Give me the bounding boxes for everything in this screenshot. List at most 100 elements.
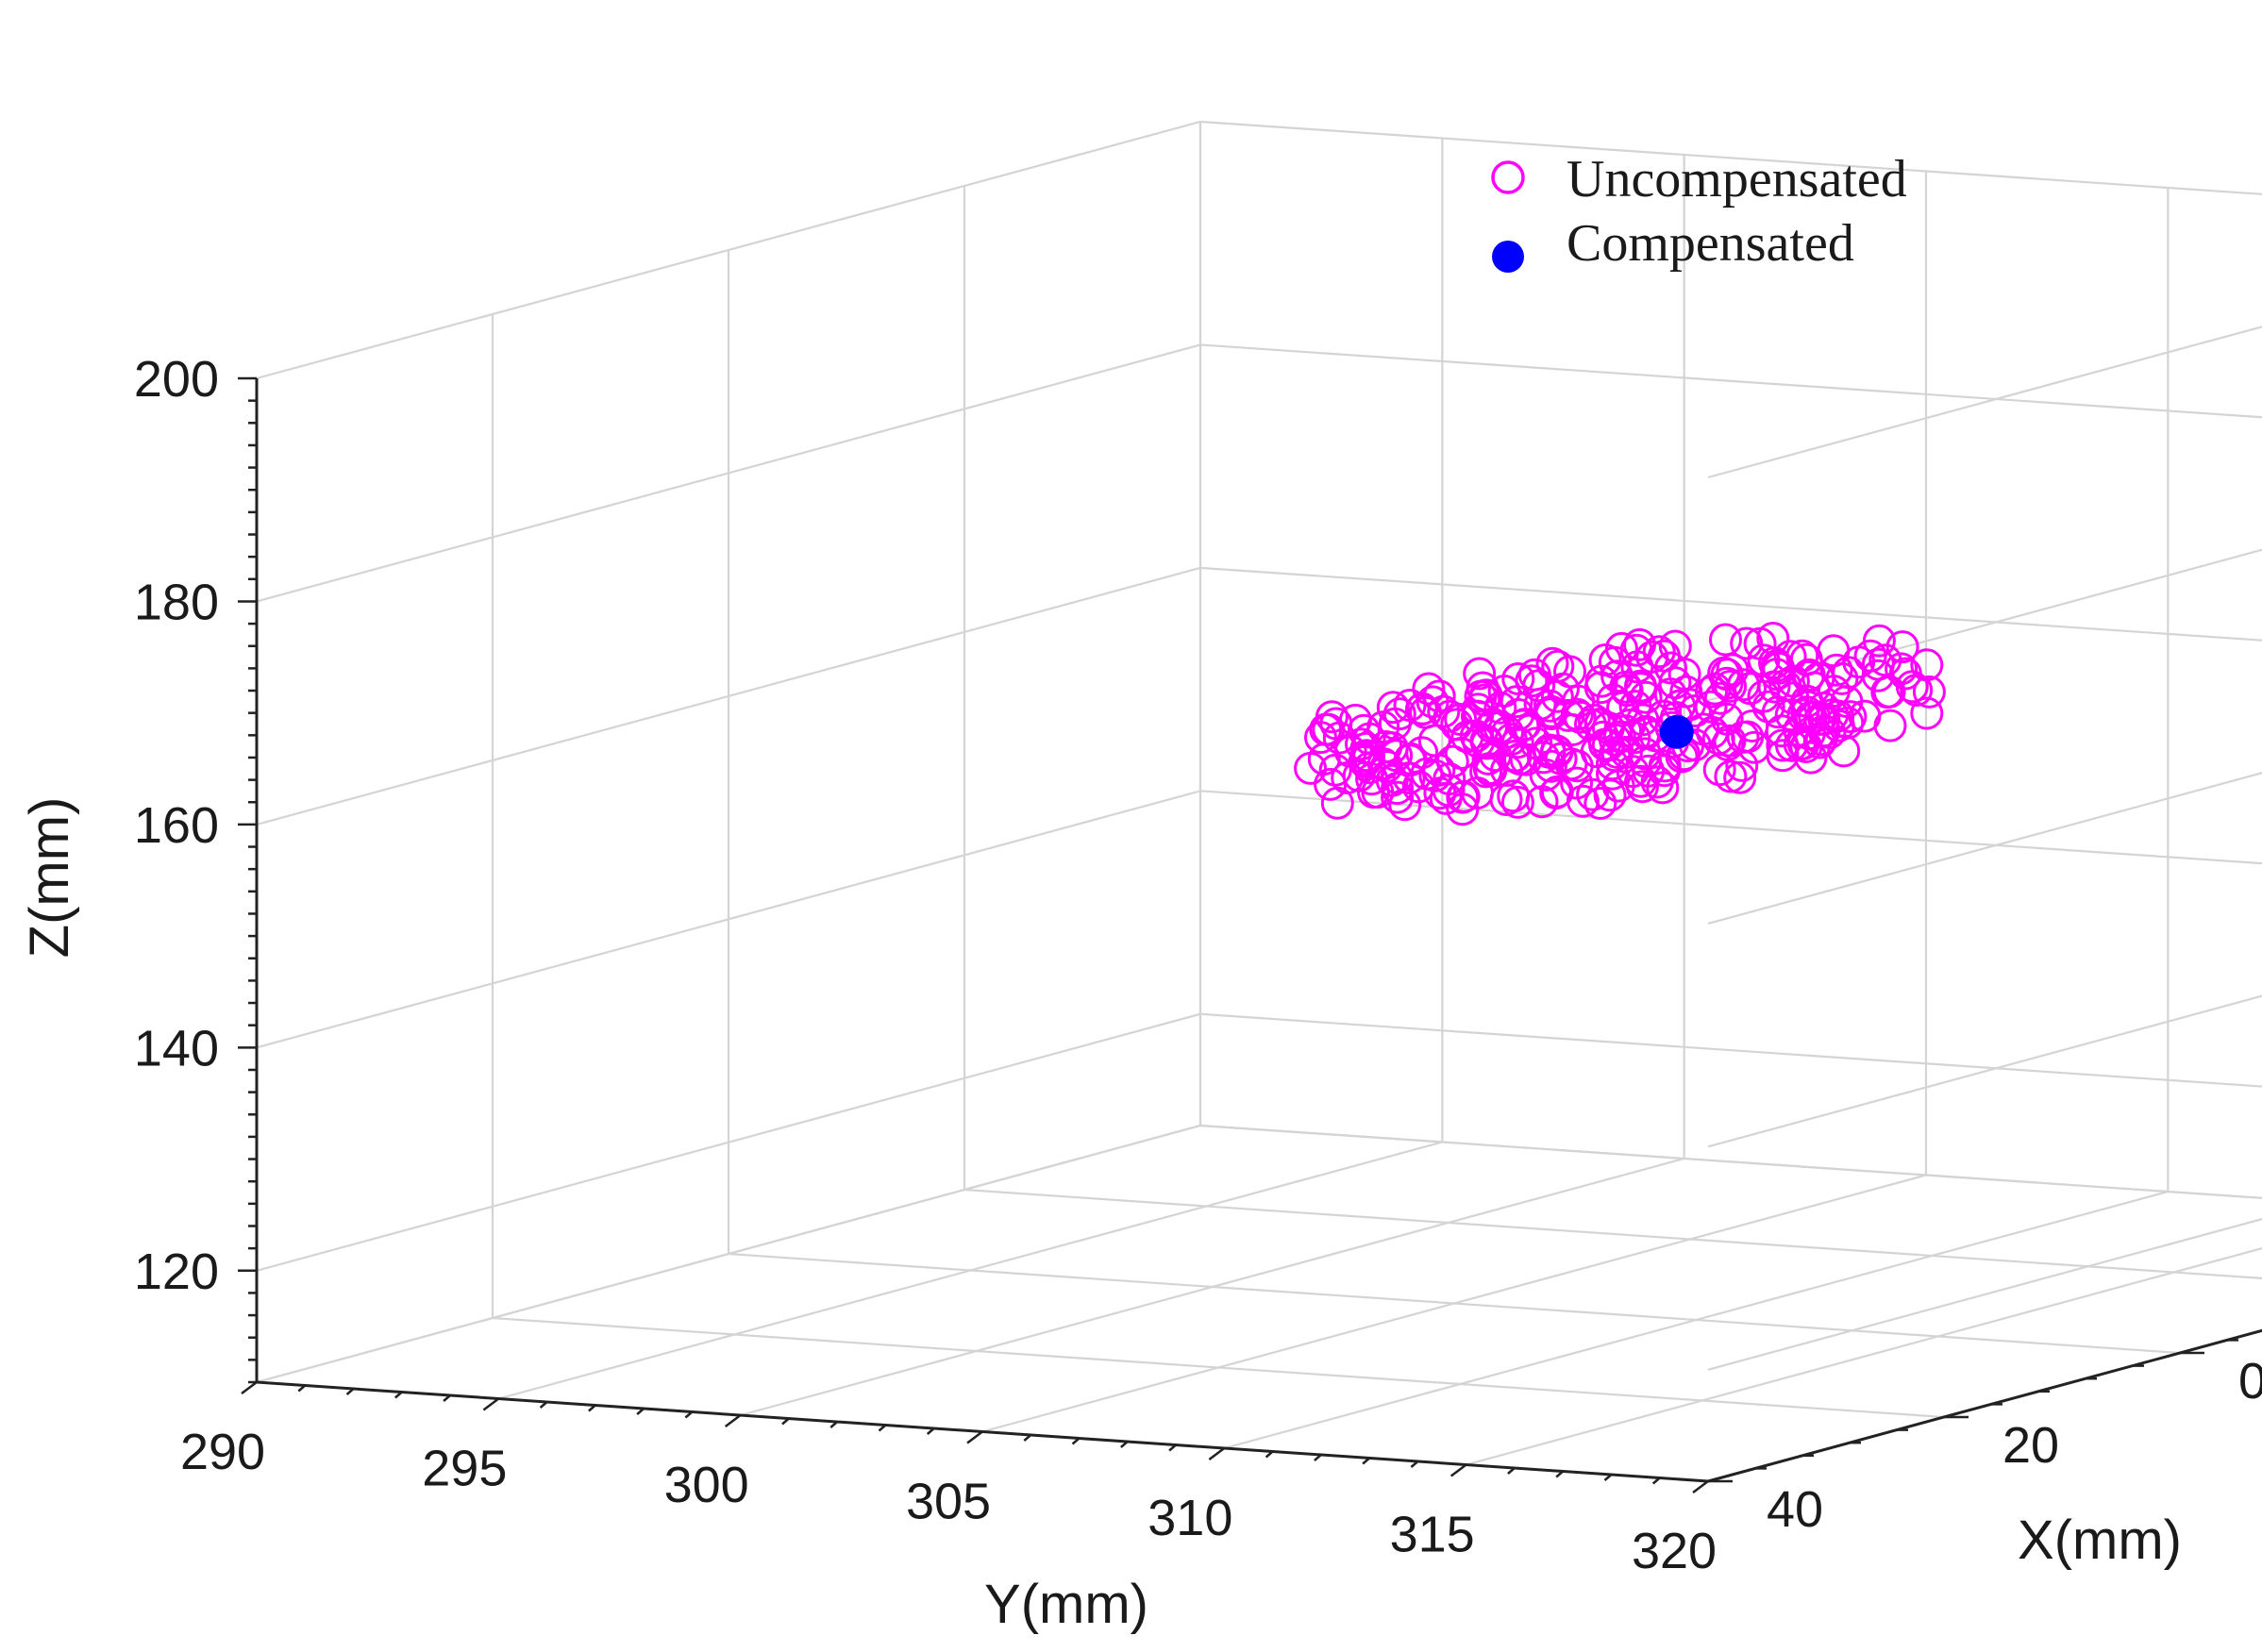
y-tick (1023, 1434, 1032, 1442)
point-uncompensated (1320, 786, 1354, 820)
point-uncompensated (1730, 626, 1764, 660)
grid-line-back-horizontal (1199, 1012, 2262, 1088)
point-uncompensated (1667, 658, 1701, 691)
y-tick (724, 1414, 742, 1427)
point-uncompensated (1352, 751, 1386, 785)
point-uncompensated (1392, 761, 1426, 795)
point-uncompensated (1735, 709, 1769, 743)
point-uncompensated (1827, 734, 1861, 768)
grid-line-back-horizontal (1199, 790, 2262, 865)
point-uncompensated (1446, 793, 1480, 826)
point-uncompensated (1463, 657, 1497, 691)
point-uncompensated (1842, 645, 1876, 679)
y-tick (966, 1430, 983, 1444)
point-uncompensated (1709, 623, 1742, 657)
grid-lines (255, 120, 2262, 1483)
point-uncompensated (1702, 753, 1736, 787)
point-uncompensated (1695, 675, 1728, 709)
y-tick (878, 1424, 887, 1432)
y-tick (443, 1394, 451, 1402)
point-uncompensated (1500, 785, 1534, 819)
point-uncompensated (1885, 630, 1919, 664)
point-uncompensated (1529, 758, 1563, 792)
grid-line-left-horizontal (256, 790, 1201, 1049)
point-uncompensated (1872, 675, 1906, 709)
point-uncompensated (1366, 710, 1400, 744)
point-uncompensated (1412, 672, 1446, 706)
point-uncompensated (1716, 653, 1750, 687)
point-uncompensated (1831, 706, 1865, 740)
point-uncompensated (1669, 675, 1703, 709)
z-tick-label: 200 (134, 351, 219, 408)
grid-line-floor-y (1466, 1246, 2262, 1466)
y-tick-label: 290 (180, 1424, 265, 1480)
grid-line-right-horizontal (1707, 1217, 2262, 1371)
y-tick (1507, 1467, 1516, 1475)
point-uncompensated (1696, 715, 1729, 749)
data-points (1294, 622, 1946, 826)
y-tick (829, 1421, 839, 1428)
point-uncompensated (1318, 753, 1352, 787)
point-uncompensated (1862, 624, 1896, 658)
point-uncompensated (1703, 681, 1737, 715)
point-uncompensated (1422, 679, 1456, 713)
point-uncompensated (1404, 693, 1438, 726)
point-uncompensated (1433, 762, 1466, 796)
point-uncompensated (1873, 709, 1907, 743)
z-tick-label: 140 (134, 1020, 219, 1076)
point-uncompensated (1560, 697, 1594, 731)
grid-line-back-horizontal (1199, 343, 2262, 419)
x-tick-label: 20 (2002, 1417, 2059, 1474)
legend-marker-uncompensated (1491, 160, 1525, 194)
point-uncompensated (1766, 739, 1800, 773)
point-uncompensated (1375, 731, 1409, 765)
point-uncompensated (1483, 691, 1517, 725)
y-tick (1449, 1463, 1467, 1477)
y-tick (1265, 1450, 1274, 1459)
point-uncompensated (1713, 724, 1747, 758)
point-uncompensated (1609, 735, 1643, 769)
point-uncompensated (1802, 726, 1836, 759)
x-tick-label: 0 (2238, 1353, 2262, 1410)
point-uncompensated (1801, 661, 1835, 695)
y-tick-label: 315 (1390, 1507, 1475, 1563)
point-uncompensated (1522, 669, 1556, 703)
y-tick (1208, 1447, 1226, 1460)
legend-label-uncompensated: Uncompensated (1567, 150, 1907, 209)
point-uncompensated (1382, 697, 1416, 731)
z-tick-label: 120 (134, 1243, 219, 1300)
y-tick-label: 300 (664, 1457, 749, 1513)
z-tick-label: 160 (134, 797, 219, 854)
point-uncompensated (1527, 741, 1560, 775)
point-uncompensated (1790, 684, 1824, 718)
grid-line-right-horizontal (1707, 772, 2262, 925)
point-uncompensated (1791, 659, 1825, 693)
y-tick (1692, 1480, 1709, 1493)
point-uncompensated (1593, 778, 1627, 812)
y-tick (636, 1408, 645, 1415)
y-tick-label: 305 (906, 1474, 991, 1530)
point-uncompensated (1743, 626, 1777, 660)
point-compensated (1659, 714, 1694, 749)
grid-line-left-horizontal (256, 1012, 1201, 1272)
point-uncompensated (1461, 699, 1494, 733)
point-uncompensated (1349, 731, 1383, 765)
point-uncompensated (1646, 771, 1680, 805)
point-uncompensated (1444, 703, 1478, 736)
grid-line-back-horizontal (1199, 566, 2262, 642)
point-uncompensated (1640, 765, 1674, 799)
point-uncompensated (1422, 753, 1456, 787)
y-tick-label: 320 (1632, 1523, 1717, 1579)
point-uncompensated (1577, 703, 1611, 737)
y-tick-label: 310 (1148, 1490, 1232, 1546)
y-tick (781, 1417, 790, 1426)
y-tick (1314, 1454, 1322, 1461)
point-uncompensated (1821, 699, 1855, 733)
point-uncompensated (1489, 783, 1523, 816)
y-tick (539, 1401, 548, 1409)
point-uncompensated (1540, 679, 1574, 713)
y-tick (297, 1384, 307, 1393)
point-uncompensated (1501, 662, 1535, 695)
point-uncompensated (1381, 772, 1415, 806)
